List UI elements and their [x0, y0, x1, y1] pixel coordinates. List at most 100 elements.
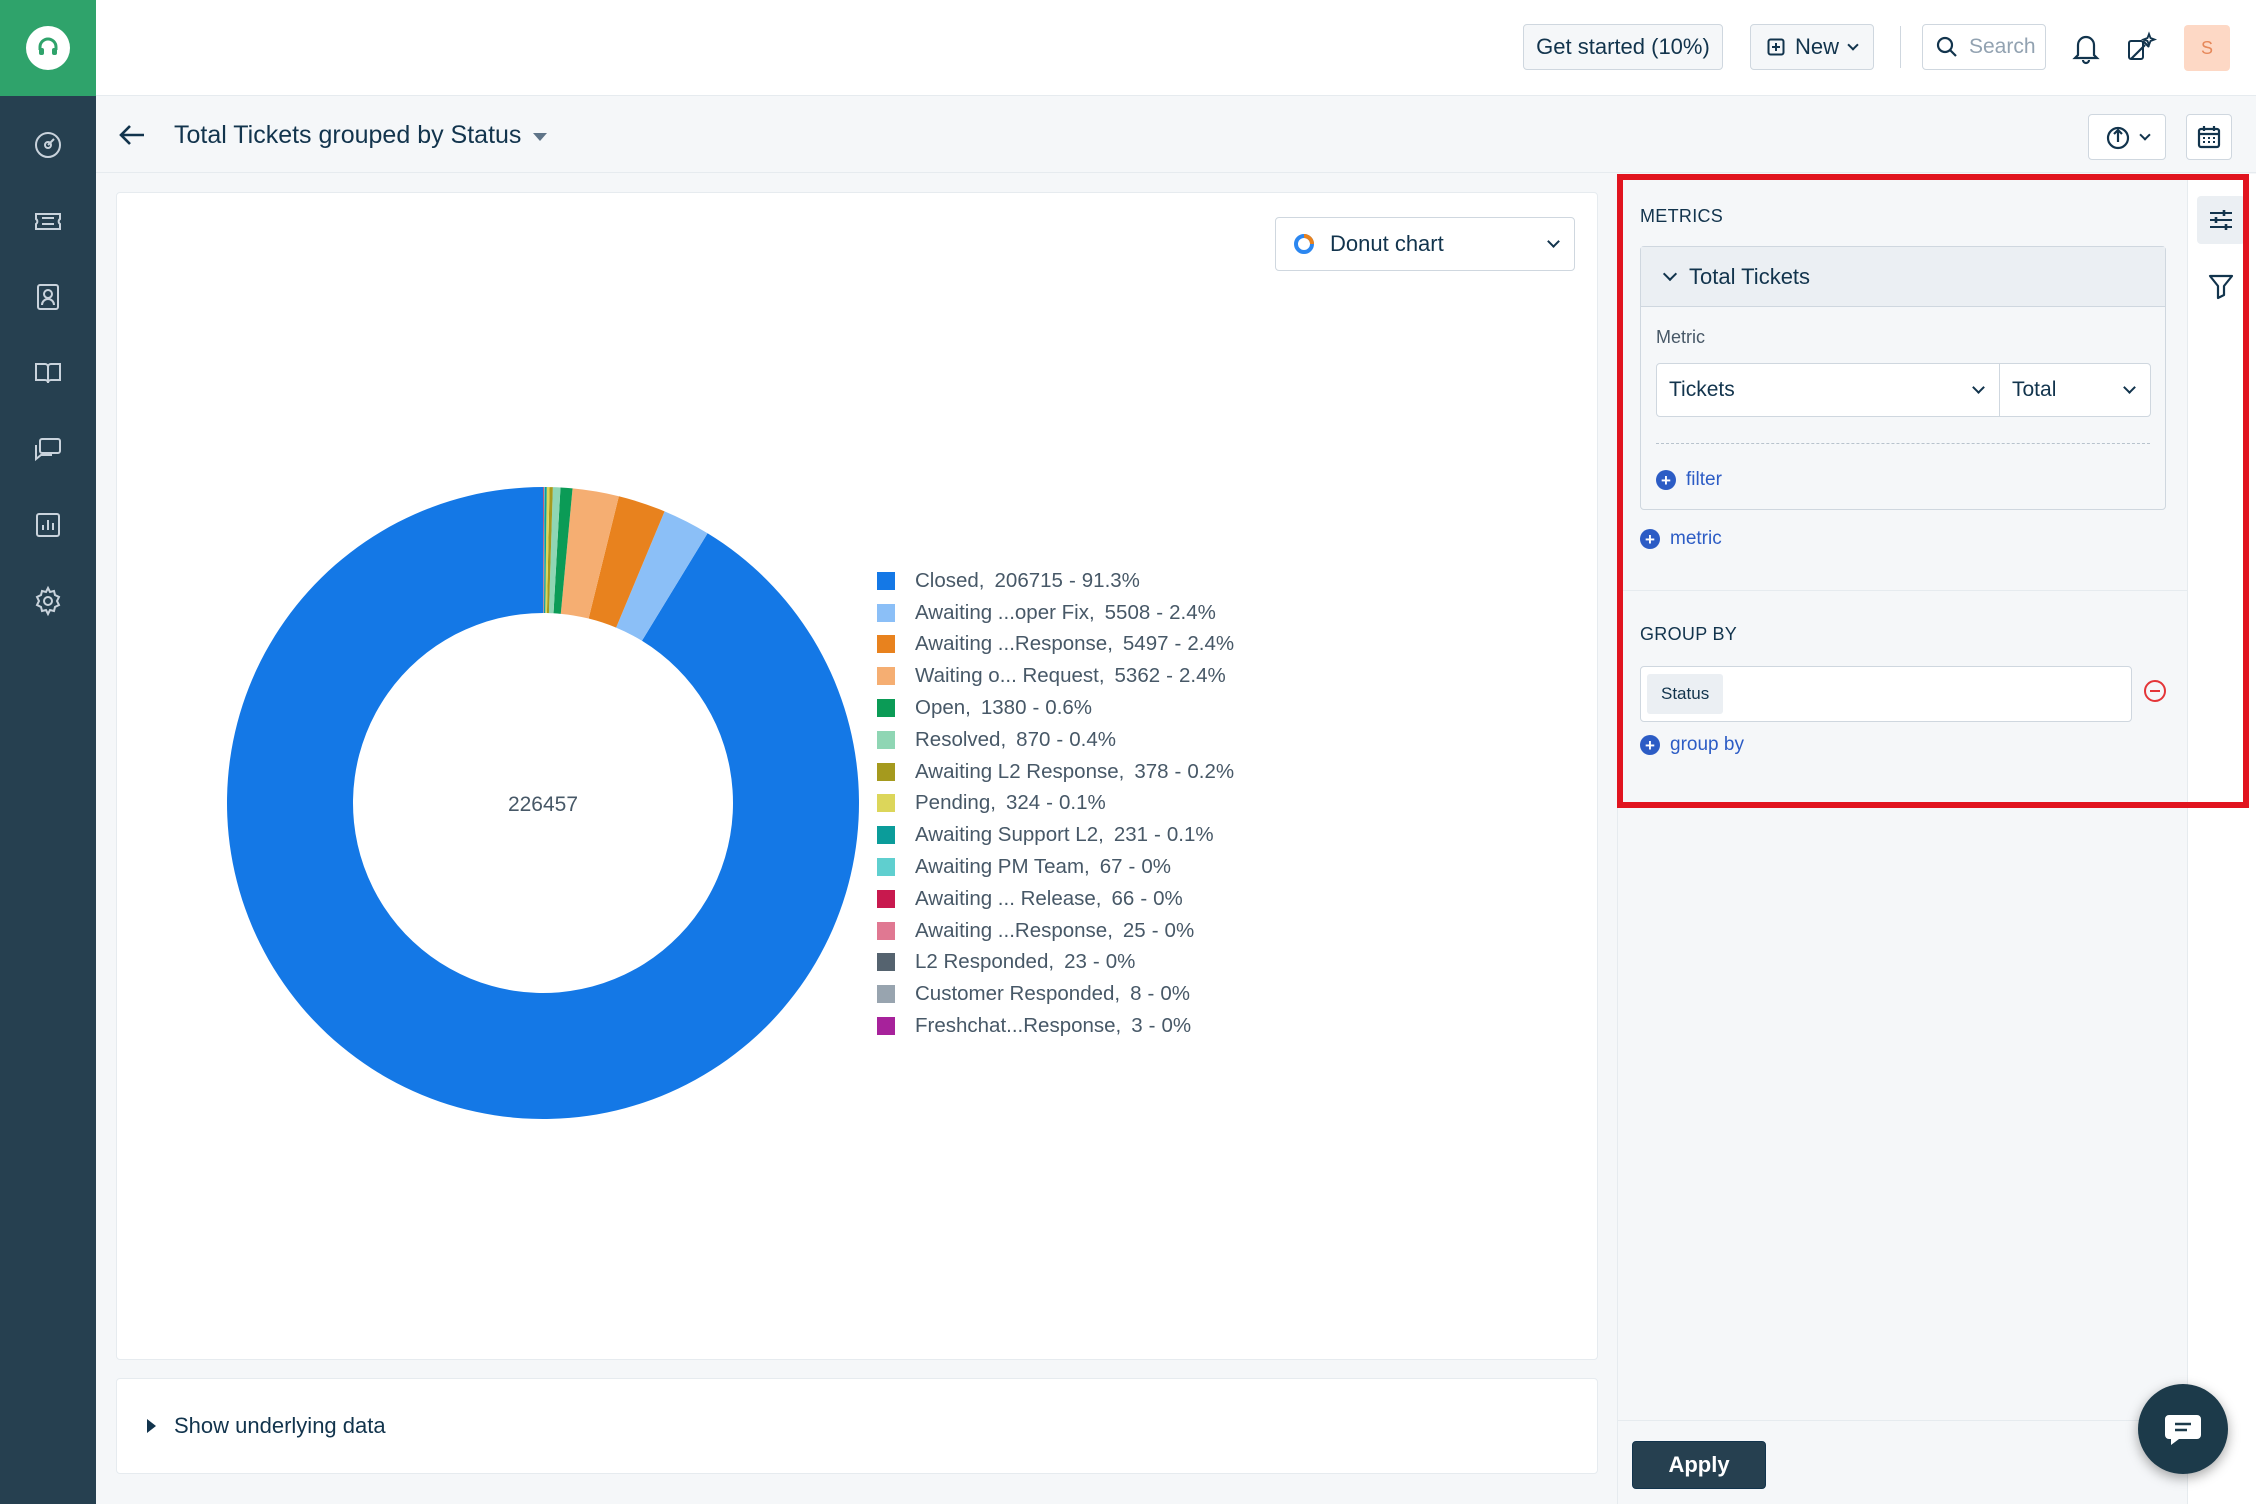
forums-icon[interactable] — [30, 431, 66, 467]
donut-slice-4[interactable] — [553, 487, 573, 614]
legend-separator: - — [1151, 918, 1159, 942]
legend-label: Resolved, — [915, 727, 1007, 751]
legend-item[interactable]: L2 Responded, 23-0% — [877, 947, 1234, 979]
header-divider — [1900, 26, 1901, 68]
legend-percent: 0.2% — [1187, 759, 1235, 783]
plus-square-icon — [1767, 38, 1785, 56]
search-input[interactable]: Search — [1922, 24, 2046, 70]
chart-type-label: Donut chart — [1330, 231, 1444, 256]
donut-slice-6[interactable] — [546, 487, 553, 614]
notifications-bell-icon[interactable] — [2066, 28, 2106, 68]
legend-item[interactable]: Waiting o... Request, 5362-2.4% — [877, 660, 1234, 692]
add-metric-link[interactable]: + metric — [1640, 528, 1722, 550]
legend-item[interactable]: Awaiting L2 Response, 378-0.2% — [877, 756, 1234, 788]
legend-item[interactable]: Customer Responded, 8-0% — [877, 978, 1234, 1010]
metric-select[interactable]: Tickets — [1656, 363, 2000, 417]
user-avatar[interactable]: S — [2184, 25, 2230, 71]
add-group-by-link[interactable]: + group by — [1640, 734, 1744, 756]
legend-item[interactable]: Resolved, 870-0.4% — [877, 724, 1234, 756]
aggregation-select[interactable]: Total — [1999, 363, 2151, 417]
chevron-down-icon — [1662, 266, 1678, 281]
add-filter-link[interactable]: + filter — [1656, 469, 1722, 491]
legend-item[interactable]: Awaiting ...oper Fix, 5508-2.4% — [877, 597, 1234, 629]
legend-item[interactable]: Open, 1380-0.6% — [877, 692, 1234, 724]
legend-swatch — [877, 635, 895, 654]
ai-sparkle-icon[interactable] — [2122, 28, 2162, 68]
donut-slice-7[interactable] — [545, 487, 550, 614]
legend-swatch — [877, 794, 895, 813]
dashboard-icon[interactable] — [30, 127, 66, 163]
metric-card-header[interactable]: Total Tickets — [1641, 247, 2165, 307]
legend-swatch — [877, 667, 895, 686]
legend-item[interactable]: Freshchat...Response, 3-0% — [877, 1010, 1234, 1042]
legend-swatch — [877, 1017, 895, 1036]
export-button[interactable] — [2088, 114, 2166, 160]
legend-separator: - — [1174, 759, 1182, 783]
legend-separator: - — [1128, 855, 1136, 879]
donut-slice-0[interactable] — [226, 487, 859, 1119]
legend-item[interactable]: Awaiting Support L2, 231-0.1% — [877, 819, 1234, 851]
legend-percent: 0.1% — [1058, 791, 1106, 815]
remove-circle-icon[interactable] — [2144, 680, 2166, 702]
search-placeholder: Search — [1969, 35, 2036, 58]
add-metric-label: metric — [1670, 528, 1722, 549]
tickets-icon[interactable] — [30, 203, 66, 239]
legend-label: Waiting o... Request, — [915, 664, 1105, 688]
donut-slice-2[interactable] — [588, 496, 665, 628]
plus-circle-icon: + — [1656, 470, 1676, 490]
calendar-button[interactable] — [2186, 114, 2232, 160]
legend-item[interactable]: Awaiting PM Team, 67-0% — [877, 851, 1234, 883]
filter-funnel-icon[interactable] — [2197, 262, 2245, 310]
group-by-section-label: GROUP BY — [1640, 624, 1738, 644]
legend-label: Awaiting ...Response, — [915, 918, 1113, 942]
legend-value: 5362 — [1114, 664, 1161, 688]
legend-separator: - — [1154, 823, 1161, 847]
show-underlying-data-toggle[interactable]: Show underlying data — [116, 1378, 1598, 1474]
legend-swatch — [877, 953, 895, 972]
group-by-field[interactable]: Status — [1640, 666, 2132, 722]
apply-button[interactable]: Apply — [1632, 1441, 1766, 1489]
legend-item[interactable]: Awaiting ... Release, 66-0% — [877, 883, 1234, 915]
contacts-icon[interactable] — [30, 279, 66, 315]
search-icon — [1935, 35, 1959, 59]
report-subheader: Total Tickets grouped by Status — [96, 97, 2256, 173]
export-icon — [2105, 124, 2131, 150]
donut-slice-8[interactable] — [544, 487, 547, 614]
donut-slice-5[interactable] — [548, 487, 561, 614]
config-sliders-icon[interactable] — [2197, 196, 2245, 244]
back-arrow-icon[interactable] — [114, 117, 150, 153]
donut-chart-icon — [1292, 232, 1316, 256]
report-title-dropdown[interactable]: Total Tickets grouped by Status — [174, 121, 548, 150]
metric-title: Total Tickets — [1689, 263, 1811, 289]
reports-icon[interactable] — [30, 507, 66, 543]
donut-slice-1[interactable] — [616, 511, 708, 641]
metrics-section-label: METRICS — [1640, 206, 1724, 226]
legend-item[interactable]: Awaiting ...Response, 25-0% — [877, 915, 1234, 947]
legend-percent: 2.4% — [1187, 632, 1235, 656]
legend-percent: 0% — [1161, 1014, 1192, 1038]
metric-card: Total Tickets Metric Tickets Total + fil… — [1640, 246, 2166, 510]
new-button[interactable]: New — [1750, 24, 1874, 70]
legend-separator: - — [1140, 886, 1148, 910]
donut-slice-3[interactable] — [560, 488, 619, 619]
group-by-chip[interactable]: Status — [1647, 674, 1724, 714]
legend-label: Awaiting ... Release, — [915, 886, 1102, 910]
knowledge-base-icon[interactable] — [30, 355, 66, 391]
page-title: Total Tickets grouped by Status — [174, 121, 522, 149]
legend-separator: - — [1032, 696, 1040, 720]
section-divider — [1618, 590, 2187, 591]
legend-item[interactable]: Closed, 206715-91.3% — [877, 565, 1234, 597]
legend-value: 206715 — [994, 568, 1063, 592]
chart-type-select[interactable]: Donut chart — [1275, 217, 1575, 271]
chat-widget-button[interactable] — [2138, 1384, 2228, 1474]
donut-slice-10[interactable] — [543, 487, 545, 614]
legend-item[interactable]: Pending, 324-0.1% — [877, 788, 1234, 820]
settings-gear-icon[interactable] — [30, 583, 66, 619]
legend-label: Freshchat...Response, — [915, 1014, 1122, 1038]
app-logo[interactable] — [0, 0, 96, 96]
legend-separator: - — [1046, 791, 1053, 815]
report-config-panel: METRICS Total Tickets Metric Tickets Tot… — [1617, 174, 2187, 1504]
donut-slice-9[interactable] — [543, 487, 545, 614]
get-started-button[interactable]: Get started (10%) — [1523, 24, 1723, 70]
legend-item[interactable]: Awaiting ...Response, 5497-2.4% — [877, 629, 1234, 661]
